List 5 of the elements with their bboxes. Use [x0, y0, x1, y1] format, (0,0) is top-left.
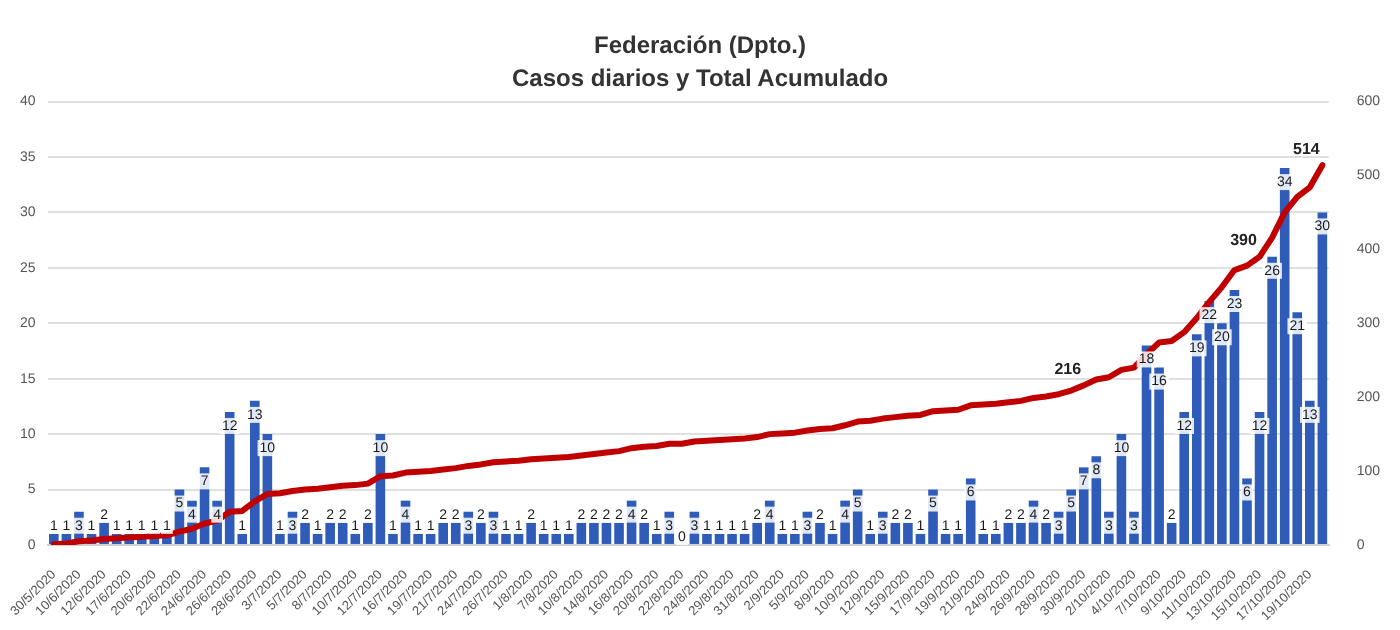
data-label: 390 — [1230, 231, 1258, 250]
chart-subtitle: Casos diarios y Total Acumulado — [511, 63, 889, 92]
data-label: 514 — [1293, 139, 1321, 158]
chart-title: Federación (Dpto.) — [593, 31, 807, 60]
data-label: 216 — [1054, 359, 1083, 378]
